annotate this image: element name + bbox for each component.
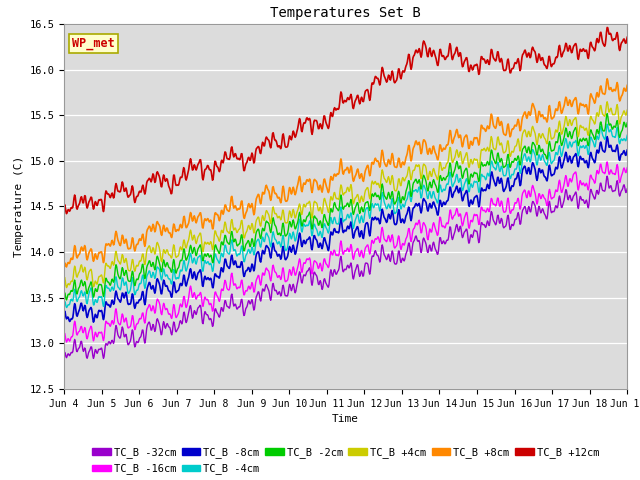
TC_B -2cm (301, 219, 309, 225)
TC_B +12cm (207, 169, 215, 175)
Line: TC_B -16cm: TC_B -16cm (64, 162, 627, 342)
Line: TC_B +8cm: TC_B +8cm (64, 79, 627, 267)
TC_B -32cm (485, 222, 493, 228)
TC_B -32cm (60, 353, 68, 359)
TC_B -32cm (623, 186, 631, 192)
TC_B +4cm (485, 148, 493, 154)
TC_B -2cm (604, 111, 611, 117)
TC_B -2cm (122, 267, 130, 273)
TC_B -16cm (63, 339, 70, 345)
TC_B -2cm (485, 162, 493, 168)
TC_B -32cm (461, 228, 469, 233)
TC_B +8cm (63, 264, 70, 270)
TC_B -32cm (207, 317, 215, 323)
Line: TC_B -2cm: TC_B -2cm (64, 114, 627, 300)
TC_B -4cm (547, 159, 555, 165)
TC_B +12cm (301, 120, 309, 126)
TC_B -4cm (207, 262, 215, 267)
TC_B -2cm (60, 292, 68, 298)
TC_B -4cm (63, 305, 70, 311)
TC_B -32cm (122, 331, 130, 337)
TC_B +8cm (623, 83, 631, 88)
TC_B -16cm (623, 165, 631, 170)
Line: TC_B -32cm: TC_B -32cm (64, 176, 627, 359)
TC_B +8cm (461, 133, 469, 139)
TC_B -4cm (301, 224, 309, 229)
TC_B +4cm (60, 276, 68, 282)
TC_B -8cm (60, 311, 68, 317)
TC_B +12cm (547, 62, 555, 68)
TC_B -8cm (90, 319, 97, 325)
X-axis label: Time: Time (332, 414, 359, 424)
TC_B -2cm (547, 146, 555, 152)
TC_B +12cm (122, 185, 130, 191)
TC_B +12cm (60, 204, 68, 210)
TC_B -8cm (485, 185, 493, 191)
TC_B -2cm (623, 120, 631, 126)
TC_B +4cm (623, 107, 631, 113)
TC_B -8cm (207, 276, 215, 282)
TC_B +12cm (604, 24, 611, 30)
TC_B -16cm (604, 159, 611, 165)
TC_B +8cm (604, 76, 611, 82)
TC_B -4cm (122, 279, 130, 285)
TC_B -4cm (604, 121, 611, 127)
TC_B +8cm (301, 181, 309, 187)
Line: TC_B +4cm: TC_B +4cm (64, 102, 627, 288)
TC_B -4cm (485, 173, 493, 179)
TC_B -2cm (207, 252, 215, 258)
TC_B +4cm (604, 99, 611, 105)
TC_B +12cm (461, 56, 469, 62)
Line: TC_B -4cm: TC_B -4cm (64, 124, 627, 308)
TC_B -16cm (207, 301, 215, 307)
TC_B -4cm (623, 132, 631, 138)
TC_B -8cm (547, 170, 555, 176)
TC_B -16cm (301, 261, 309, 266)
TC_B -8cm (604, 134, 611, 140)
TC_B +8cm (207, 218, 215, 224)
TC_B -8cm (461, 190, 469, 195)
TC_B +4cm (301, 204, 309, 210)
TC_B -32cm (90, 356, 97, 361)
TC_B +8cm (60, 264, 68, 269)
TC_B -8cm (301, 241, 309, 247)
TC_B -16cm (547, 194, 555, 200)
Text: WP_met: WP_met (72, 37, 115, 50)
TC_B +4cm (547, 133, 555, 139)
TC_B -8cm (122, 289, 130, 295)
TC_B -4cm (461, 179, 469, 184)
TC_B -32cm (301, 273, 309, 279)
TC_B +8cm (122, 236, 130, 242)
TC_B -32cm (604, 173, 611, 179)
TC_B -4cm (60, 302, 68, 308)
TC_B +8cm (485, 126, 493, 132)
Y-axis label: Temperature (C): Temperature (C) (13, 156, 24, 257)
Legend: TC_B -32cm, TC_B -16cm, TC_B -8cm, TC_B -4cm, TC_B -2cm, TC_B +4cm, TC_B +8cm, T: TC_B -32cm, TC_B -16cm, TC_B -8cm, TC_B … (88, 443, 604, 479)
TC_B +8cm (547, 112, 555, 118)
Line: TC_B -8cm: TC_B -8cm (64, 137, 627, 322)
TC_B +4cm (207, 240, 215, 245)
TC_B +12cm (63, 211, 70, 216)
TC_B -16cm (122, 315, 130, 321)
TC_B +4cm (122, 256, 130, 262)
TC_B +12cm (623, 35, 631, 40)
TC_B -2cm (63, 297, 70, 303)
TC_B +4cm (461, 153, 469, 158)
TC_B -8cm (623, 147, 631, 153)
Title: Temperatures Set B: Temperatures Set B (270, 6, 421, 20)
TC_B -32cm (547, 207, 555, 213)
Line: TC_B +12cm: TC_B +12cm (64, 27, 627, 214)
TC_B -2cm (461, 167, 469, 172)
TC_B -16cm (60, 333, 68, 339)
TC_B -16cm (485, 209, 493, 215)
TC_B +12cm (485, 61, 493, 67)
TC_B +4cm (63, 285, 70, 290)
TC_B -16cm (461, 212, 469, 217)
